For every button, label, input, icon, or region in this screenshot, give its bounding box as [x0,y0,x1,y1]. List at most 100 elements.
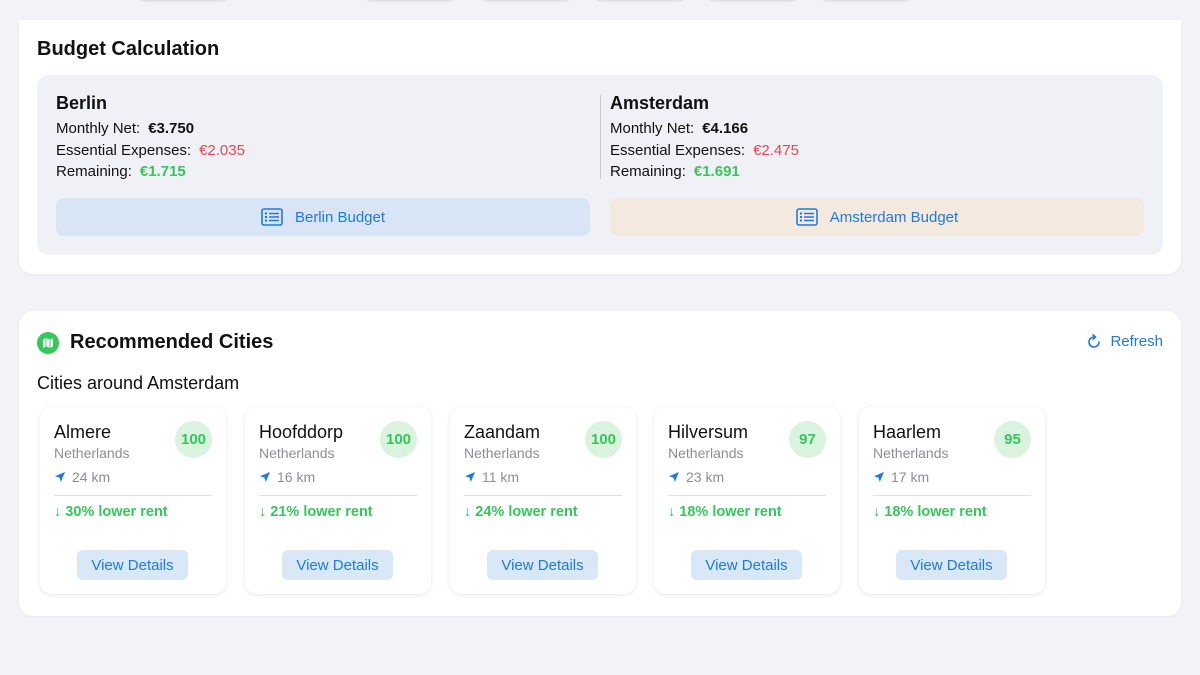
amsterdam-budget-button[interactable]: Amsterdam Budget [610,198,1144,236]
remaining-label: Remaining: [610,163,686,180]
card-divider [873,495,1031,496]
monthly-net-value: €4.166 [702,120,749,137]
berlin-budget-label: Berlin Budget [294,208,386,226]
budget-title: Budget Calculation [37,38,220,60]
view-details-button[interactable]: View Details [77,550,188,580]
location-arrow-icon [874,472,884,482]
card-divider [668,495,826,496]
distance-value: 23 km [686,469,725,485]
distance-value: 16 km [277,469,316,485]
remaining-label: Remaining: [56,163,132,180]
rent-value: 24% lower rent [475,504,578,520]
rent-row: ↓ 24% lower rent [464,504,578,520]
card-divider [259,495,417,496]
distance-row: 11 km [464,469,519,485]
score-badge: 100 [175,421,212,458]
arrow-down-icon: ↓ [668,504,680,520]
rent-row: ↓ 18% lower rent [873,504,987,520]
distance-row: 16 km [259,469,315,485]
expenses-value: €2.035 [199,141,245,159]
view-details-button[interactable]: View Details [691,550,802,580]
budget-divider [600,95,601,179]
distance-value: 24 km [72,469,111,485]
map-icon [37,331,59,354]
top-tab-strip [0,0,1200,2]
score-badge: 97 [789,421,826,458]
rent-value: 30% lower rent [65,504,168,520]
expenses-row: Essential Expenses: €2.035 [56,140,576,162]
budget-city-amsterdam: Amsterdam Monthly Net: €4.166 Essential E… [610,93,1130,183]
monthly-net-value: €3.750 [148,120,195,137]
budget-panel: Berlin Monthly Net: €3.750 Essential Expe… [37,75,1163,255]
rent-value: 21% lower rent [270,504,373,520]
view-details-button[interactable]: View Details [896,550,1007,580]
arrow-down-icon: ↓ [54,504,66,520]
city-country: Netherlands [54,445,130,461]
city-country: Netherlands [668,445,744,461]
monthly-net-label: Monthly Net: [610,120,695,137]
distance-value: 11 km [482,469,520,485]
recommended-title: Recommended Cities [70,331,274,353]
city-card[interactable]: Zaandam Netherlands 100 11 km ↓ 24% lowe… [450,407,636,594]
score-badge: 100 [380,421,417,458]
remaining-value: €1.691 [693,163,740,180]
city-name: Haarlem [873,422,942,442]
city-name: Almere [54,422,112,442]
budget-city-name: Amsterdam [610,93,710,113]
city-country: Netherlands [873,445,949,461]
refresh-icon [1088,333,1101,348]
city-name: Hilversum [668,422,749,442]
amsterdam-budget-label: Amsterdam Budget [829,208,959,226]
recommended-header: Recommended Cities [37,331,273,354]
city-country: Netherlands [259,445,335,461]
recommended-cities-card: Recommended Cities Refresh Cities around… [19,311,1181,616]
rent-row: ↓ 30% lower rent [54,504,168,520]
list-document-icon [795,208,818,226]
location-arrow-icon [465,472,475,482]
city-card[interactable]: Haarlem Netherlands 95 17 km ↓ 18% lower… [859,407,1045,594]
expenses-label: Essential Expenses: [610,141,746,159]
budget-city-name: Berlin [56,93,108,113]
city-card[interactable]: Almere Netherlands 100 24 km ↓ 30% lower… [40,407,226,594]
remaining-row: Remaining: €1.691 [610,161,1130,183]
view-details-button[interactable]: View Details [487,550,598,580]
city-card[interactable]: Hilversum Netherlands 97 23 km ↓ 18% low… [654,407,840,594]
view-details-button[interactable]: View Details [282,550,393,580]
rent-row: ↓ 18% lower rent [668,504,782,520]
location-arrow-icon [55,472,65,482]
card-divider [54,495,212,496]
location-arrow-icon [260,472,270,482]
expenses-value: €2.475 [753,141,799,159]
rent-value: 18% lower rent [884,504,987,520]
location-arrow-icon [669,472,679,482]
budget-calculation-card: Budget Calculation Berlin Monthly Net: €3… [19,20,1181,274]
remaining-row: Remaining: €1.715 [56,161,576,183]
budget-city-berlin: Berlin Monthly Net: €3.750 Essential Expe… [56,93,576,183]
monthly-net-label: Monthly Net: [56,120,141,137]
recommended-subtitle: Cities around Amsterdam [37,373,240,393]
rent-row: ↓ 21% lower rent [259,504,373,520]
arrow-down-icon: ↓ [464,504,476,520]
refresh-button[interactable]: Refresh [1086,333,1163,350]
distance-row: 17 km [873,469,929,485]
city-name: Zaandam [464,422,541,442]
score-badge: 95 [994,421,1031,458]
arrow-down-icon: ↓ [259,504,271,520]
card-divider [464,495,622,496]
refresh-label: Refresh [1110,333,1163,350]
monthly-net-row: Monthly Net: €3.750 [56,118,576,140]
city-country: Netherlands [464,445,540,461]
expenses-row: Essential Expenses: €2.475 [610,140,1130,162]
score-badge: 100 [585,421,622,458]
rent-value: 18% lower rent [679,504,782,520]
expenses-label: Essential Expenses: [56,141,192,159]
monthly-net-row: Monthly Net: €4.166 [610,118,1130,140]
berlin-budget-button[interactable]: Berlin Budget [56,198,590,236]
list-document-icon [261,208,283,226]
distance-row: 23 km [668,469,724,485]
distance-row: 24 km [54,469,110,485]
remaining-value: €1.715 [139,163,186,180]
distance-value: 17 km [891,469,930,485]
city-name: Hoofddorp [259,422,344,442]
city-card[interactable]: Hoofddorp Netherlands 100 16 km ↓ 21% lo… [245,407,431,594]
